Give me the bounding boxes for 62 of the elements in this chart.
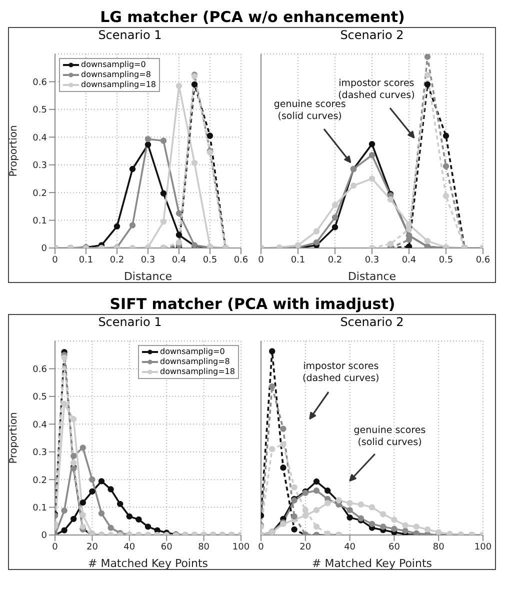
x-tick-label: 40 (124, 542, 136, 552)
y-tick-label: 0.6 (32, 78, 48, 88)
y-tick-label: 0 (41, 244, 48, 254)
x-tick-label: 0.6 (476, 255, 490, 266)
x-tick-label: 0.2 (328, 255, 342, 266)
legend-label: downsampling=18 (160, 367, 235, 377)
x-tick-label: 100 (232, 542, 250, 552)
x-tick-label: 80 (432, 542, 445, 552)
x-tick-label: 20 (300, 542, 312, 552)
x-tick-label: 0.5 (438, 255, 454, 266)
chart-title: Scenario 2 (339, 315, 405, 331)
chart-subtitle: Scenario 1 (97, 315, 163, 331)
annotation: genuine scores (solid curves) (352, 425, 427, 449)
y-tick-label: 0.1 (32, 503, 47, 514)
x-tick-label: 60 (388, 542, 400, 552)
x-tick-label: 0 (52, 255, 58, 266)
y-tick-label: 0.1 (32, 216, 47, 226)
x-tick-label: 0.3 (364, 255, 380, 266)
x-tick-label: 0.6 (234, 255, 248, 266)
x-tick-label: 0 (258, 255, 264, 266)
chart-title: LG matcher (PCA w/o enhancement) (99, 8, 406, 27)
y-tick-label: 0.5 (32, 106, 47, 116)
x-tick-label: 0.1 (78, 255, 94, 266)
x-tick-label: 80 (198, 542, 210, 552)
chart-title: Scenario 2 (339, 28, 405, 44)
y-tick-label: 0.3 (32, 161, 47, 172)
x-tick-label: 0.4 (172, 255, 186, 266)
chart-subtitle: Scenario 1 (97, 28, 163, 44)
x-tick-label: 0.1 (290, 255, 306, 266)
x-tick-label: 40 (344, 542, 356, 552)
x-tick-label: 100 (474, 542, 492, 552)
x-axis-title: # Matched Key Points (312, 557, 432, 570)
y-axis-title: Proportion (8, 125, 20, 177)
legend-label: downsampling=8 (81, 70, 151, 80)
x-tick-label: 0.5 (202, 255, 218, 266)
y-tick-label: 0 (41, 531, 48, 542)
annotation: impostor scores (dashed curves) (302, 360, 380, 385)
x-tick-label: 60 (160, 542, 173, 552)
y-tick-label: 0.5 (32, 392, 47, 403)
x-tick-label: 0.2 (110, 255, 124, 266)
legend-label: downsamplig=0 (160, 347, 225, 357)
annotation: impostor scores (dashed curves) (337, 78, 416, 102)
x-tick-label: 0 (52, 542, 58, 552)
y-tick-label: 0.4 (32, 420, 48, 430)
x-axis-title: # Matched Key Points (88, 557, 208, 570)
y-tick-label: 0.6 (32, 364, 48, 375)
y-axis-title: Proportion (8, 412, 20, 464)
annotation: genuine scores (solid curves) (272, 99, 346, 124)
y-tick-label: 0.2 (32, 476, 47, 486)
chart-title: SIFT matcher (PCA with imadjust) (108, 295, 396, 314)
legend-label: downsampling=8 (160, 357, 230, 367)
x-tick-label: 0.4 (402, 255, 416, 266)
y-tick-label: 0.4 (32, 133, 48, 144)
x-axis-title: Distance (348, 270, 396, 283)
y-tick-label: 0.2 (32, 188, 47, 199)
x-tick-label: 20 (86, 542, 98, 552)
x-tick-label: 0.3 (140, 255, 156, 266)
legend-label: downsamplig=0 (81, 60, 146, 70)
y-tick-label: 0.3 (32, 448, 47, 458)
x-tick-label: 0 (258, 542, 264, 552)
legend-label: downsampling=18 (81, 80, 156, 90)
x-axis-title: Distance (124, 270, 172, 283)
